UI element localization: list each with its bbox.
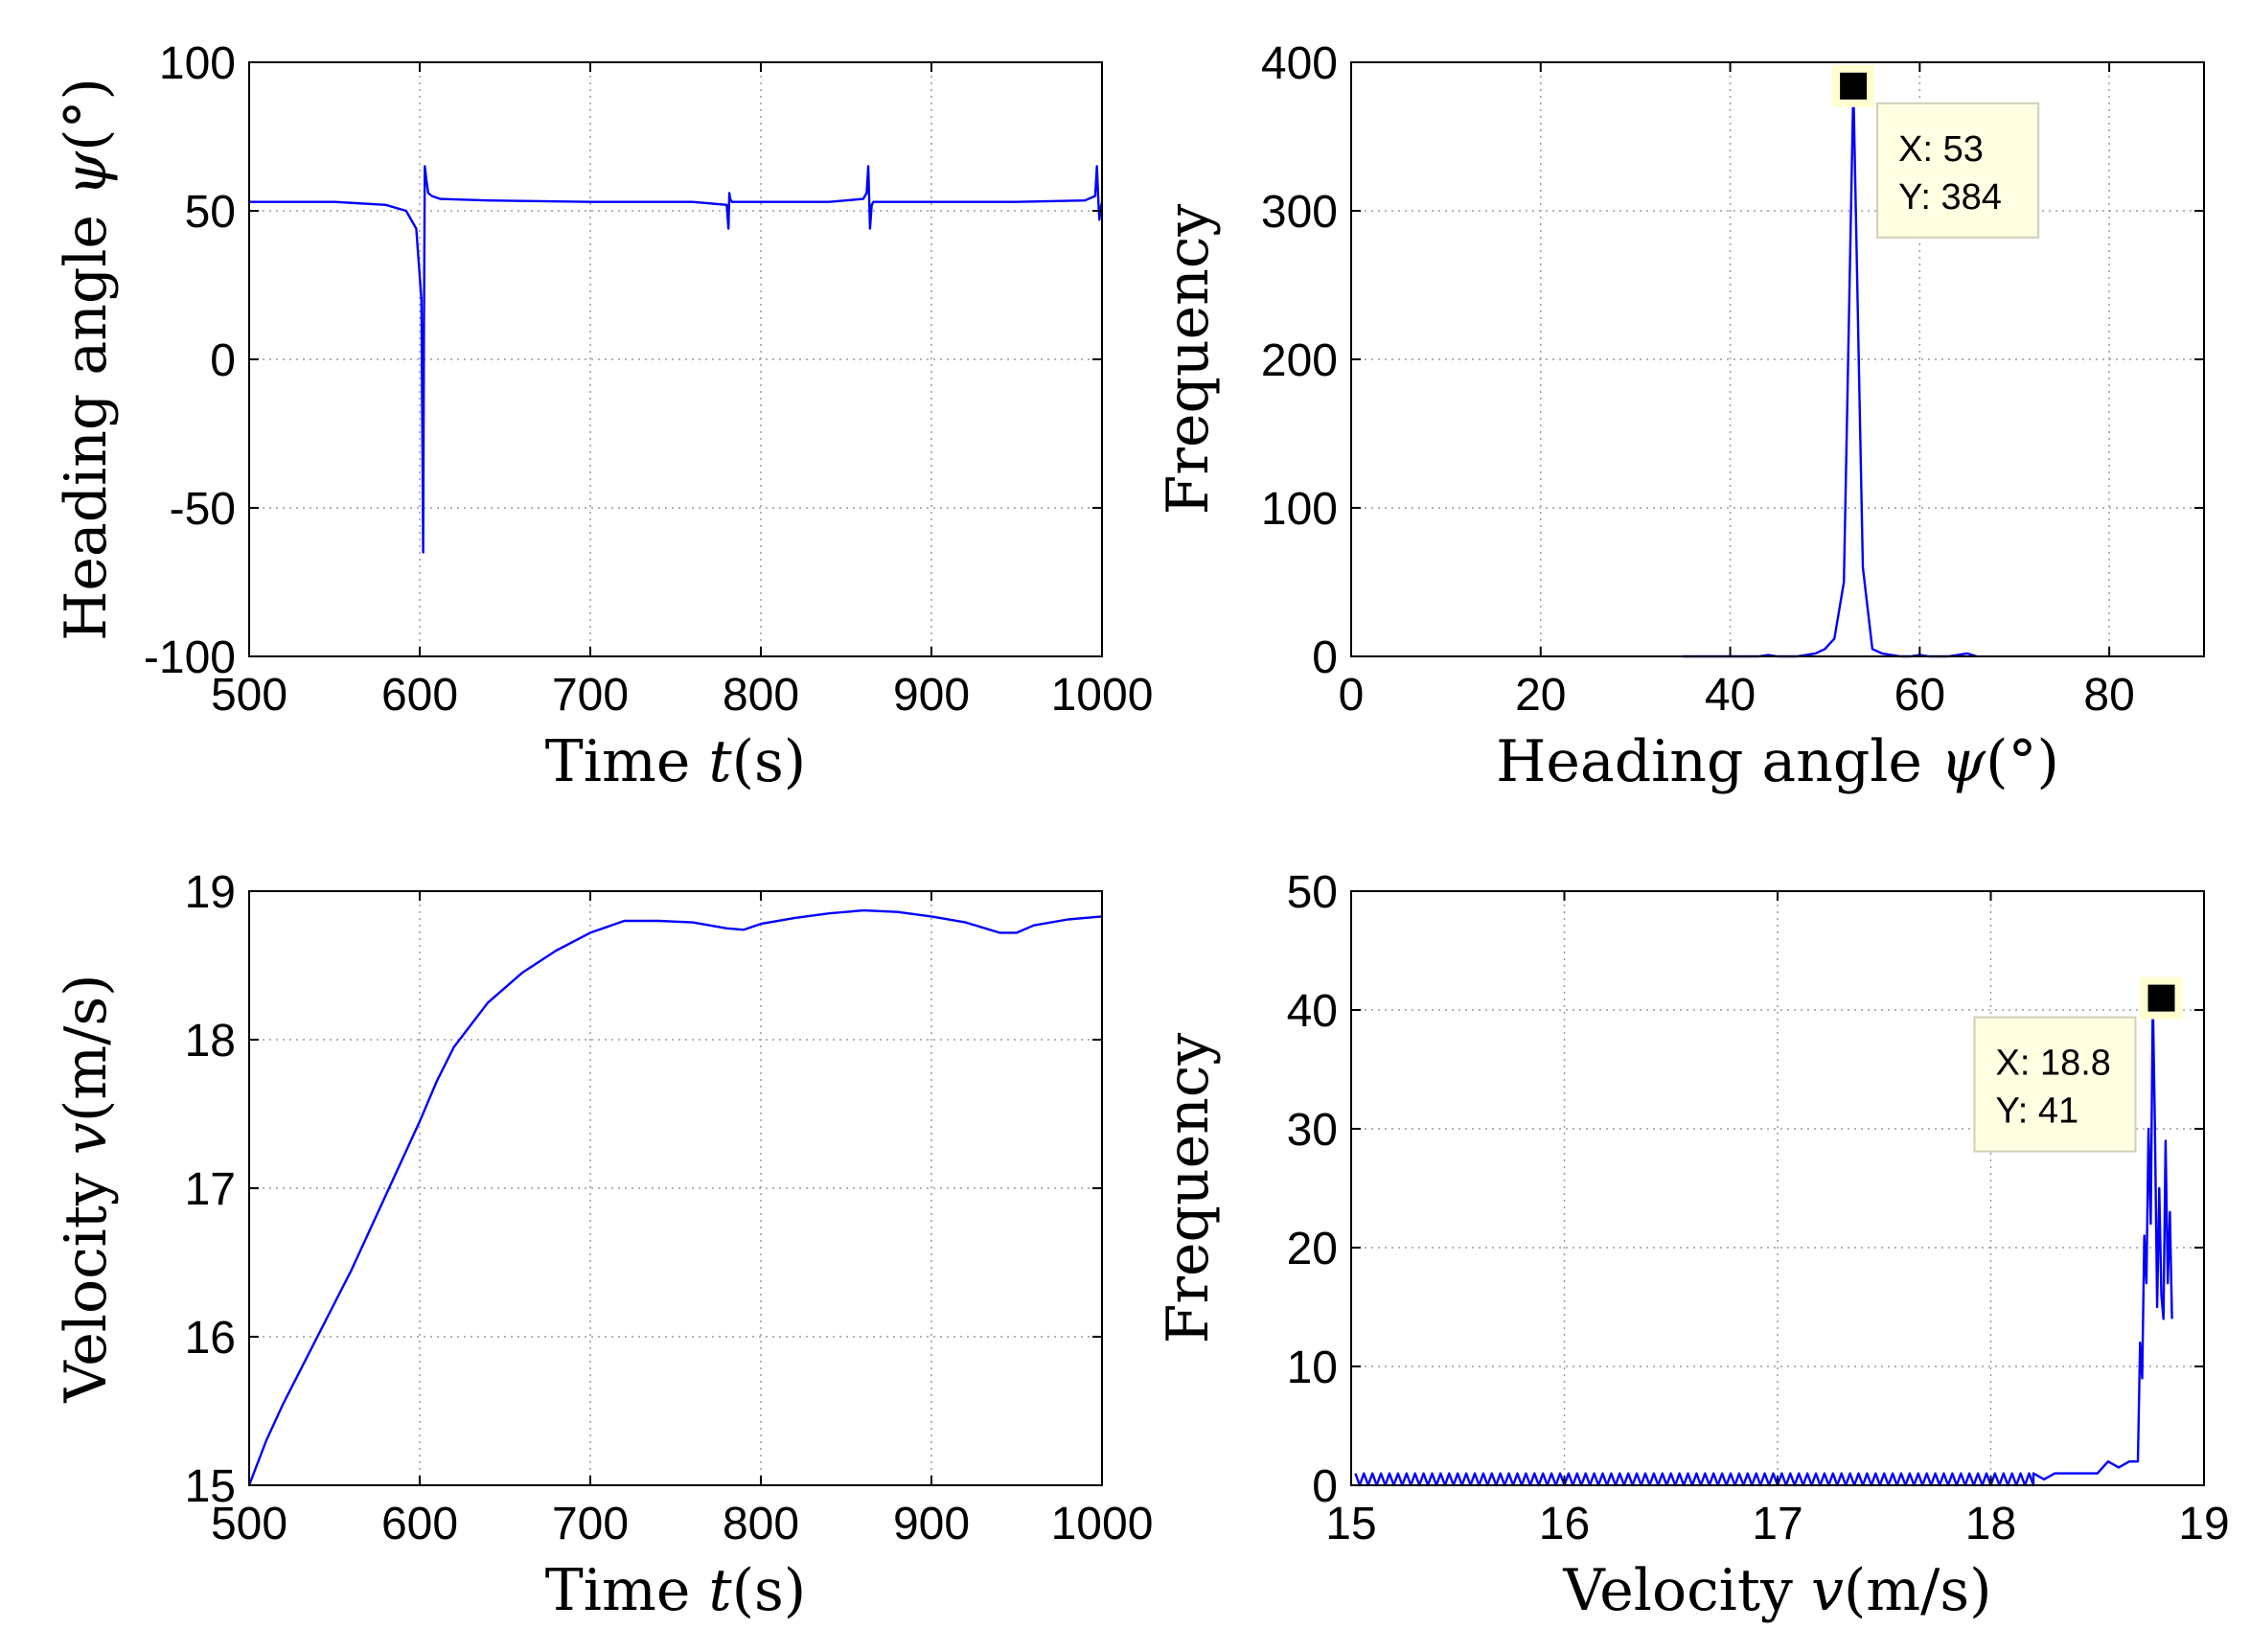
x-axis-label: Time t(s) [545, 728, 806, 795]
y-axis-label-unit: (m/s) [53, 974, 120, 1122]
x-axis-label: Time t(s) [545, 1557, 806, 1624]
x-tick-label: 600 [381, 1499, 458, 1549]
x-tick-label: 80 [2083, 670, 2134, 721]
x-axis-label-var: ψ [1940, 728, 1986, 795]
x-axis-label-text: Time [545, 1557, 709, 1624]
x-tick-label: 60 [1894, 670, 1945, 721]
series-line-frequency [1354, 997, 2173, 1487]
datatip-y: Y: 41 [1996, 1091, 2079, 1132]
x-tick-label: 19 [2178, 1499, 2229, 1549]
y-tick-label: 18 [185, 1016, 236, 1067]
x-axis-label-unit: (s) [732, 1557, 807, 1624]
x-tick-label: 18 [1965, 1499, 2016, 1549]
chart-heading-time: 500 600 700 800 900 1000 -100 -50 0 50 100 Time t(s… [53, 38, 1153, 795]
x-tick-label: 900 [893, 670, 970, 721]
y-tick-label: 0 [210, 335, 236, 386]
x-tick-label: 1000 [1051, 670, 1154, 721]
datatip-x: X: 53 [1898, 129, 1984, 170]
y-tick-label: -100 [144, 632, 236, 683]
y-tick-label: 17 [185, 1164, 236, 1215]
y-tick-label: -50 [170, 484, 236, 535]
x-axis-label-var: t [708, 728, 732, 795]
x-axis-label: Heading angle ψ(°) [1496, 728, 2059, 795]
datatip-marker [1840, 72, 1868, 100]
y-tick-label: 15 [185, 1461, 236, 1512]
x-tick-label: 16 [1539, 1499, 1590, 1549]
x-tick-label: 600 [381, 670, 458, 721]
chart-heading-histogram: 0 20 40 60 80 0 100 200 300 400 Heading angle ψ(°)… [1155, 38, 2205, 795]
x-tick-label: 700 [552, 670, 629, 721]
x-tick-label: 800 [723, 670, 799, 721]
datatip-box [1973, 1016, 2137, 1153]
x-tick-label: 900 [893, 1499, 970, 1549]
y-axis-label-text: Frequency [1155, 1033, 1222, 1344]
y-tick-label: 300 [1261, 187, 1338, 238]
x-tick-label: 0 [1339, 670, 1365, 721]
datatip: X: 18.8 Y: 41 [1973, 976, 2183, 1153]
y-tick-label: 30 [1287, 1105, 1338, 1156]
datatip-x: X: 18.8 [1996, 1044, 2111, 1084]
x-axis-label-unit: (m/s) [1844, 1557, 1992, 1624]
y-tick-label: 200 [1261, 335, 1338, 386]
y-tick-label: 10 [1287, 1342, 1338, 1393]
y-tick-label: 0 [1312, 632, 1338, 683]
datatip-box [1876, 102, 2040, 239]
x-tick-label: 1000 [1051, 1499, 1154, 1549]
datatip-marker [2147, 984, 2175, 1012]
x-axis-label: Velocity v(m/s) [1562, 1557, 1991, 1624]
y-tick-label: 50 [185, 187, 236, 238]
series-line-heading [249, 165, 1104, 554]
y-axis-label-var: ψ [53, 150, 120, 196]
y-axis-label: Frequency [1155, 204, 1222, 516]
y-axis-label: Heading angle ψ(°) [53, 78, 120, 641]
chart-velocity-histogram: 15 16 17 18 19 0 10 20 30 40 50 Velocity v(m/s) Freq… [1155, 867, 2230, 1624]
x-tick-label: 15 [1325, 1499, 1376, 1549]
series-line-velocity [247, 908, 1103, 1486]
x-tick-label: 40 [1705, 670, 1756, 721]
chart-velocity-time: 500 600 700 800 900 1000 15 16 17 18 19 Time t(s) Ve… [53, 867, 1153, 1624]
x-tick-label: 20 [1515, 670, 1566, 721]
y-tick-label: 50 [1287, 867, 1338, 918]
y-axis-label-unit: (°) [53, 78, 120, 151]
x-axis-label-unit: (s) [732, 728, 807, 795]
y-tick-label: 100 [1261, 484, 1338, 535]
y-tick-label: 16 [185, 1313, 236, 1364]
x-axis-label-text: Velocity [1562, 1557, 1811, 1624]
y-axis-label-text: Velocity [53, 1155, 120, 1404]
x-tick-label: 800 [723, 1499, 799, 1549]
x-tick-label: 500 [211, 670, 287, 721]
y-tick-label: 20 [1287, 1224, 1338, 1274]
y-axis-label-text: Heading angle [53, 196, 120, 641]
y-tick-label: 0 [1312, 1461, 1338, 1512]
x-tick-label: 500 [211, 1499, 287, 1549]
x-axis-label-unit: (°) [1986, 728, 2059, 795]
x-axis-label-var: t [708, 1557, 732, 1624]
x-tick-label: 700 [552, 1499, 629, 1549]
x-axis-label-text: Time [545, 728, 709, 795]
y-tick-label: 400 [1261, 38, 1338, 89]
x-tick-label: 17 [1752, 1499, 1802, 1549]
datatip: X: 53 Y: 384 [1832, 64, 2040, 239]
y-tick-label: 19 [185, 867, 236, 918]
y-tick-label: 100 [159, 38, 236, 89]
y-axis-label-text: Frequency [1155, 204, 1222, 516]
y-axis-label: Velocity v(m/s) [53, 974, 120, 1403]
x-axis-label-var: v [1811, 1557, 1844, 1624]
y-axis-label: Frequency [1155, 1033, 1222, 1344]
datatip-y: Y: 384 [1898, 177, 2002, 218]
x-axis-label-text: Heading angle [1496, 728, 1940, 795]
y-tick-label: 40 [1287, 986, 1338, 1037]
y-axis-label-var: v [53, 1122, 120, 1155]
